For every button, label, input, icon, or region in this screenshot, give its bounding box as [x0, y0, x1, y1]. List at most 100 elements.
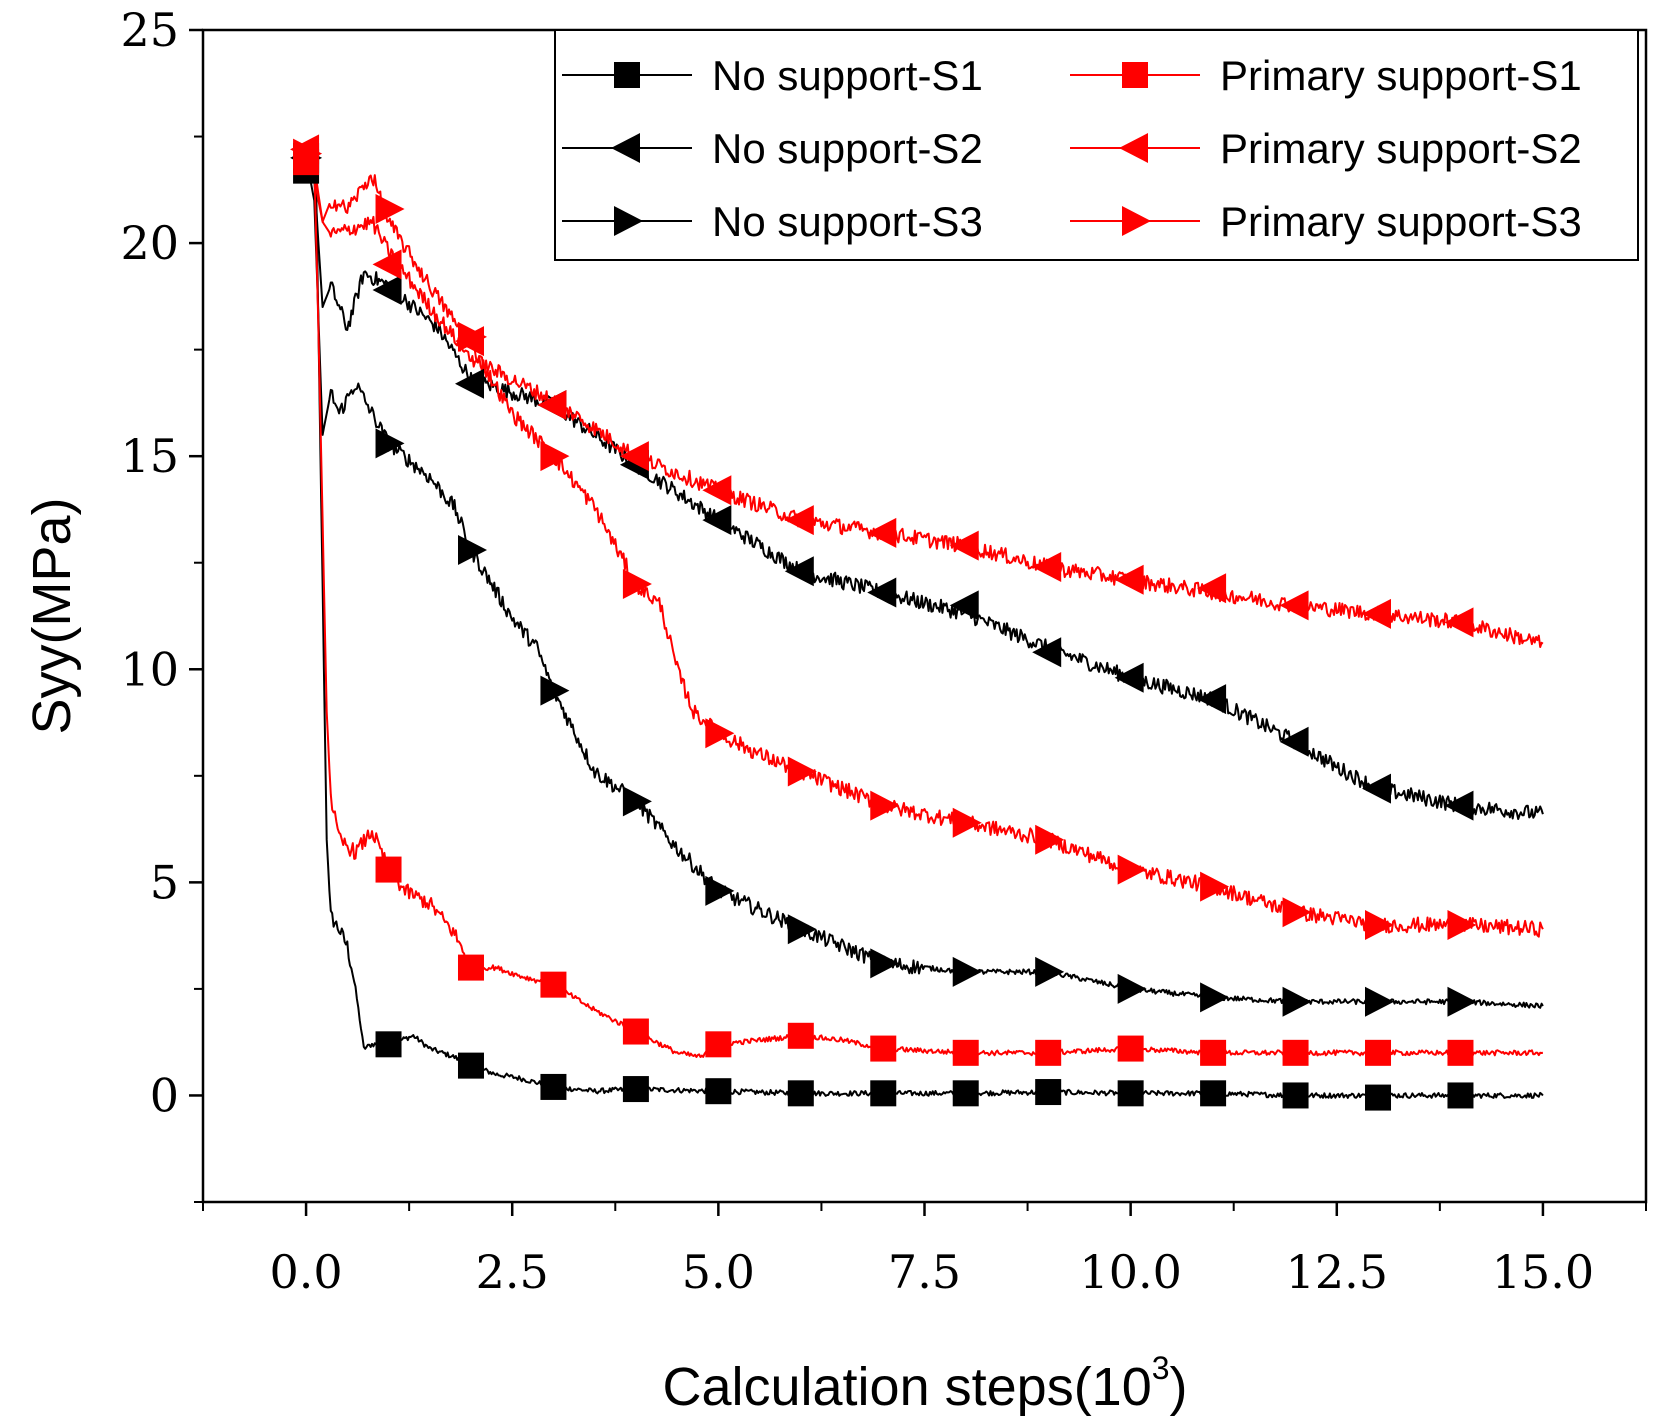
x-tick-label-3: 5.0	[682, 1245, 755, 1299]
series-1-marker-4	[540, 1073, 567, 1100]
legend-marker	[614, 62, 640, 88]
series-5-marker-15	[1444, 607, 1474, 638]
series-3-marker-8	[870, 948, 900, 979]
series-4-marker-13	[1282, 1039, 1309, 1066]
series-line-1	[305, 165, 1544, 1099]
series-3-marker-9	[952, 956, 982, 987]
x-tick-label-2: 2.5	[476, 1245, 549, 1299]
series-5-marker-11	[1114, 564, 1144, 595]
legend-item-3: No support-S3	[562, 198, 983, 245]
series-2-marker-8	[867, 577, 897, 608]
x-tick-label-5: 10.0	[1079, 1245, 1181, 1299]
series-6-marker-14	[1365, 909, 1395, 940]
series-1-marker-12	[1200, 1080, 1227, 1107]
y-axis-title: Syy(MPa)	[22, 497, 82, 734]
series-3-marker-3	[457, 534, 487, 565]
legend-item-6: Primary support-S3	[1070, 198, 1582, 245]
x-tick-label-7: 15.0	[1492, 1245, 1594, 1299]
series-5-marker-2	[372, 249, 402, 280]
series-2-marker-14	[1362, 773, 1392, 804]
legend-marker	[614, 206, 643, 236]
series-1-marker-8	[870, 1080, 897, 1107]
series-6-marker-2	[375, 193, 405, 224]
y-tick-label-5: 20	[120, 216, 179, 270]
series-2-marker-2	[372, 274, 402, 305]
x-axis-title-main: Calculation steps(10	[662, 1357, 1151, 1417]
legend: No support-S1 No support-S2 No support-S3 P…	[554, 29, 1639, 261]
tick-layer: 0.0 2.5 5.0 7.5 10.0 12.5 15.0 0 5 10 15 20 25	[120, 3, 1647, 1299]
series-6-marker-3	[457, 321, 487, 352]
series-5-marker-8	[867, 517, 897, 548]
series-5-marker-13	[1279, 590, 1309, 621]
series-3-marker-12	[1200, 982, 1230, 1013]
series-6-marker-9	[952, 807, 982, 838]
series-1-marker-15	[1447, 1082, 1474, 1109]
legend-item-5: Primary support-S2	[1070, 125, 1582, 172]
series-6-marker-1	[293, 138, 323, 169]
series-3-marker-13	[1282, 986, 1312, 1017]
series-6-marker-12	[1200, 871, 1230, 902]
series-line-4	[305, 157, 1544, 1058]
series-4-marker-10	[1035, 1039, 1062, 1066]
series-4-marker-11	[1117, 1035, 1144, 1062]
y-tick-label-2: 5	[150, 855, 179, 909]
series-4-marker-5	[622, 1018, 649, 1045]
series-2-marker-15	[1444, 790, 1474, 821]
series-line-5	[305, 148, 1544, 648]
series-2-marker-6	[702, 505, 732, 536]
series-4-marker-7	[787, 1022, 814, 1049]
legend-marker	[611, 133, 640, 163]
series-1-marker-3	[457, 1052, 484, 1079]
series-4-marker-12	[1200, 1039, 1227, 1066]
series-1-marker-6	[705, 1078, 732, 1105]
series-5-marker-6	[702, 475, 732, 506]
marker-layer	[290, 134, 1477, 1111]
series-5-marker-12	[1197, 573, 1227, 604]
series-line-6	[305, 153, 1544, 938]
series-6-marker-8	[870, 790, 900, 821]
legend-marker	[1119, 133, 1148, 163]
x-axis-title: Calculation steps(103)	[662, 1350, 1187, 1417]
series-5-marker-10	[1032, 551, 1062, 582]
series-2-marker-3	[454, 368, 484, 399]
series-4-marker-9	[952, 1039, 979, 1066]
series-3-marker-10	[1035, 956, 1065, 987]
series-3-marker-11	[1117, 973, 1147, 1004]
series-5-marker-5	[619, 441, 649, 472]
series-6-marker-6	[705, 718, 735, 749]
series-6-marker-5	[622, 569, 652, 600]
series-4-marker-3	[457, 954, 484, 981]
series-2-marker-10	[1032, 637, 1062, 668]
legend-item-2: No support-S2	[562, 125, 983, 172]
x-axis-title-end: )	[1170, 1357, 1188, 1417]
series-5-marker-14	[1362, 598, 1392, 629]
series-4-marker-6	[705, 1031, 732, 1058]
series-1-marker-11	[1117, 1080, 1144, 1107]
legend-label: No support-S1	[712, 52, 983, 99]
series-2-marker-13	[1279, 726, 1309, 757]
series-5-marker-7	[784, 505, 814, 536]
series-1-marker-2	[375, 1031, 402, 1058]
series-3-marker-7	[787, 914, 817, 945]
series-line-3	[305, 157, 1544, 1009]
y-tick-label-6: 25	[120, 3, 179, 57]
series-6-marker-15	[1447, 909, 1477, 940]
x-tick-label-1: 0.0	[269, 1245, 342, 1299]
series-5-marker-4	[537, 390, 567, 421]
series-3-marker-15	[1447, 986, 1477, 1017]
series-4-marker-15	[1447, 1039, 1474, 1066]
series-4-marker-8	[870, 1035, 897, 1062]
legend-label: No support-S2	[712, 125, 983, 172]
series-6-marker-10	[1035, 824, 1065, 855]
series-6-marker-11	[1117, 854, 1147, 885]
legend-label: No support-S3	[712, 198, 983, 245]
series-3-marker-5	[622, 786, 652, 817]
legend-item-1: No support-S1	[562, 52, 983, 99]
series-3-marker-6	[705, 875, 735, 906]
series-line-2	[305, 157, 1544, 820]
legend-label: Primary support-S3	[1220, 198, 1582, 245]
y-tick-label-4: 15	[120, 429, 179, 483]
series-3-marker-14	[1365, 986, 1395, 1017]
series-1-marker-5	[622, 1076, 649, 1103]
series-1-marker-13	[1282, 1082, 1309, 1109]
